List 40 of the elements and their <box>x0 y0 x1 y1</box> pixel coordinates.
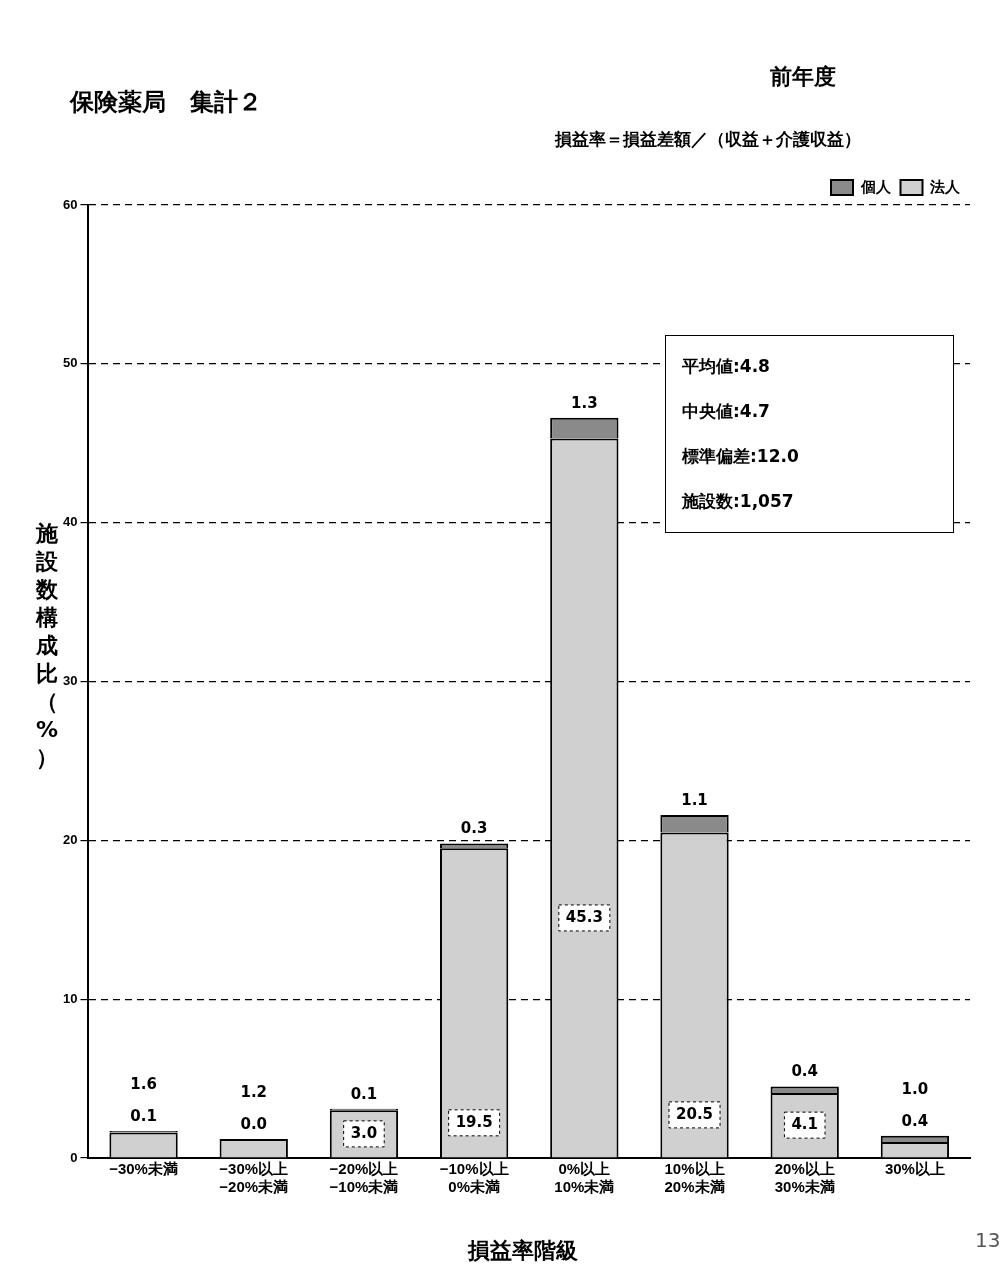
text: 13 <box>975 1228 1001 1252</box>
data-label: 20.5 <box>676 1104 714 1123</box>
info-box: 平均値:4.8 中央値:4.7 標準偏差:12.0 施設数:1,057 <box>665 335 954 533</box>
y-tick-label: 30 <box>62 673 78 689</box>
text: 損益率＝損益差額／（収益＋介護収益） <box>555 128 861 151</box>
data-label: 19.5 <box>455 1112 493 1131</box>
data-label: 3.0 <box>350 1123 378 1142</box>
data-label: 0.0 <box>240 1114 268 1133</box>
x-tick-label: 30%以上 <box>884 1160 945 1178</box>
x-tick-label: −30%以上 −20%未満 <box>219 1160 289 1196</box>
data-label: 1.2 <box>240 1082 268 1101</box>
data-label: 0.4 <box>791 1062 818 1081</box>
data-label: 1.3 <box>571 393 598 412</box>
x-tick-label: −10%以上 0%未満 <box>439 1160 509 1196</box>
data-label: 0.1 <box>350 1084 378 1103</box>
data-label: 45.3 <box>565 907 603 926</box>
data-label: 0.1 <box>130 1106 157 1125</box>
data-label: 4.1 <box>791 1115 818 1134</box>
legend-label: 個人 <box>859 177 892 195</box>
x-tick-label: −20%以上 −10%未満 <box>329 1160 399 1196</box>
text: 施設数構成比（%） <box>35 521 59 770</box>
legend-label: 法人 <box>929 177 961 195</box>
data-label: 0.3 <box>460 819 488 838</box>
x-tick-label: −30%未満 <box>109 1160 178 1178</box>
data-label: 1.6 <box>130 1074 157 1093</box>
y-tick-label: 0 <box>70 1149 78 1165</box>
data-label: 0.4 <box>901 1111 929 1130</box>
data-label: 1.0 <box>901 1079 929 1098</box>
x-axis-title: 損益率階級 <box>468 1238 578 1263</box>
y-tick-label: 50 <box>62 355 78 371</box>
chart-subtitle: 前年度 <box>770 63 836 91</box>
y-tick-label: 20 <box>62 831 78 847</box>
chart-title: 保険薬局 集計２ <box>70 87 262 118</box>
y-tick-label: 10 <box>62 990 78 1006</box>
y-tick-label: 40 <box>62 514 78 530</box>
x-tick-label: 10%以上 20%未満 <box>664 1160 725 1196</box>
y-tick-label: 60 <box>62 196 78 212</box>
x-tick-label: 20%以上 30%未満 <box>774 1160 835 1196</box>
x-tick-label: 0%以上 10%未満 <box>554 1160 615 1196</box>
data-label: 1.1 <box>681 790 708 809</box>
